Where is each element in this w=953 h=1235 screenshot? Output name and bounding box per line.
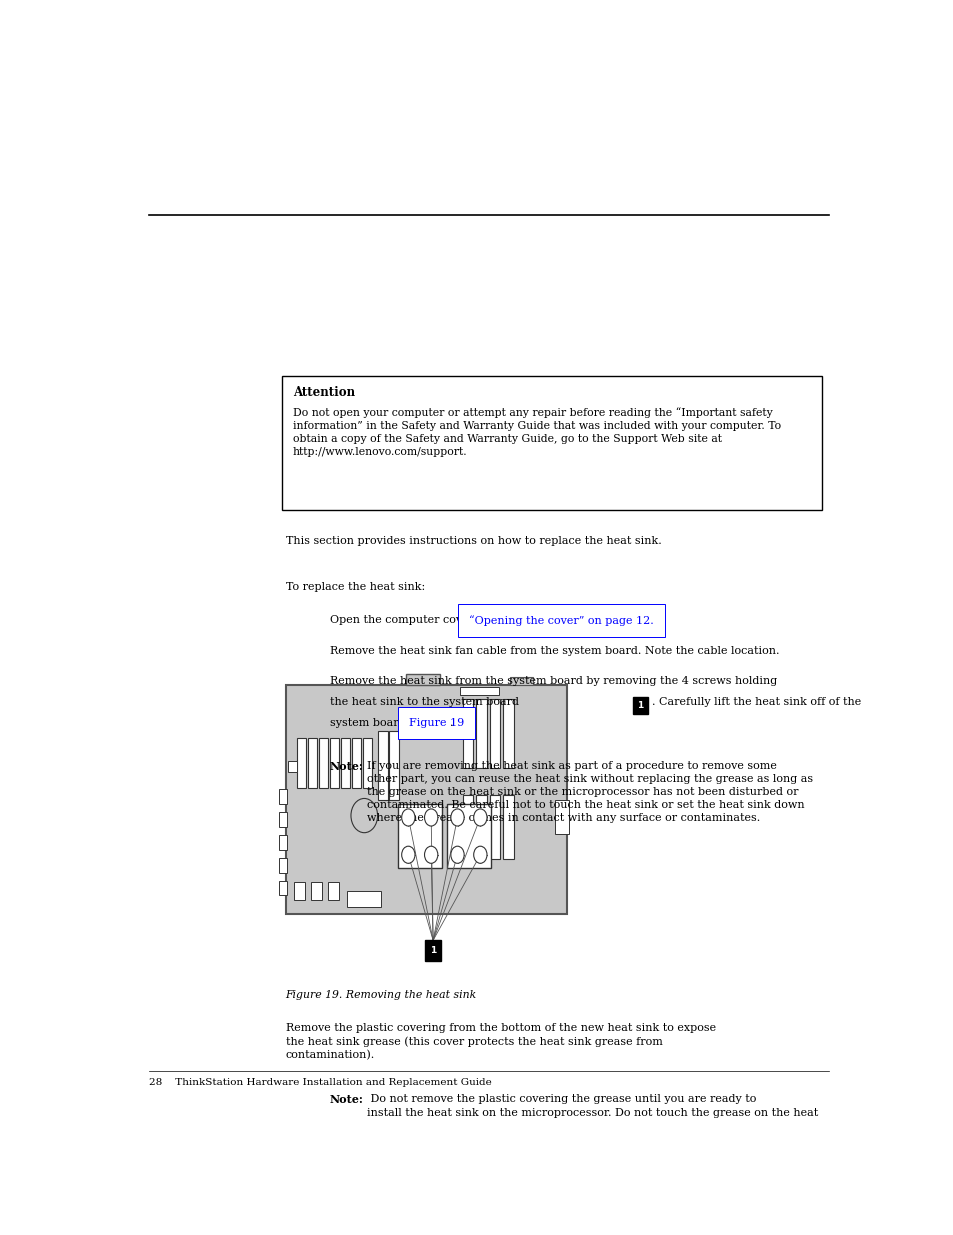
Circle shape xyxy=(474,846,486,863)
Bar xyxy=(288,761,296,772)
Text: 28    ThinkStation Hardware Installation and Replacement Guide: 28 ThinkStation Hardware Installation an… xyxy=(149,1078,491,1087)
Bar xyxy=(278,858,287,873)
Text: Figure 19. Removing the heat sink: Figure 19. Removing the heat sink xyxy=(285,989,476,1000)
Bar xyxy=(318,739,328,788)
Text: 1: 1 xyxy=(430,946,436,956)
Circle shape xyxy=(451,809,464,826)
Text: Open the computer cover. See: Open the computer cover. See xyxy=(330,615,503,625)
Bar xyxy=(397,804,441,868)
Bar xyxy=(278,881,287,895)
Bar xyxy=(285,685,566,914)
Text: the heat sink to the system board: the heat sink to the system board xyxy=(330,697,518,706)
Text: Note:: Note: xyxy=(330,1094,363,1105)
Circle shape xyxy=(351,799,377,832)
Text: . Carefully lift the heat sink off of the: . Carefully lift the heat sink off of th… xyxy=(651,697,860,706)
Text: “Opening the cover” on page 12.: “Opening the cover” on page 12. xyxy=(469,615,653,626)
Circle shape xyxy=(401,809,415,826)
Circle shape xyxy=(401,846,415,863)
Bar xyxy=(330,739,338,788)
Bar xyxy=(311,882,322,900)
Bar xyxy=(362,739,372,788)
Bar xyxy=(510,677,533,685)
Text: If you are removing the heat sink as part of a procedure to remove some
other pa: If you are removing the heat sink as par… xyxy=(367,761,812,824)
Text: system board. See: system board. See xyxy=(330,718,436,727)
Bar xyxy=(555,799,569,834)
Text: Remove the heat sink from the system board by removing the 4 screws holding: Remove the heat sink from the system boa… xyxy=(330,676,777,685)
Bar xyxy=(278,835,287,850)
Bar xyxy=(447,804,490,868)
Bar xyxy=(424,940,441,961)
Text: To replace the heat sink:: To replace the heat sink: xyxy=(285,582,424,592)
Bar xyxy=(296,739,306,788)
Bar xyxy=(462,699,473,768)
Bar xyxy=(377,731,388,799)
Bar xyxy=(278,789,287,804)
Bar xyxy=(352,739,360,788)
Text: Remove the heat sink fan cable from the system board. Note the cable location.: Remove the heat sink fan cable from the … xyxy=(330,646,779,656)
Circle shape xyxy=(424,809,437,826)
Bar xyxy=(459,687,498,694)
Text: Do not remove the plastic covering the grease until you are ready to
install the: Do not remove the plastic covering the g… xyxy=(367,1094,818,1118)
Bar xyxy=(502,795,514,858)
Bar xyxy=(278,813,287,827)
Text: Note:: Note: xyxy=(330,761,363,772)
Text: Do not open your computer or attempt any repair before reading the “Important sa: Do not open your computer or attempt any… xyxy=(293,406,781,457)
Text: Figure 19: Figure 19 xyxy=(409,718,464,727)
Bar xyxy=(388,731,398,799)
Bar xyxy=(502,699,514,768)
Bar xyxy=(633,697,647,714)
Bar xyxy=(328,882,338,900)
Bar xyxy=(294,882,305,900)
Bar xyxy=(406,674,439,685)
Bar xyxy=(340,739,350,788)
Bar xyxy=(347,890,381,906)
Bar xyxy=(282,377,821,510)
Bar xyxy=(489,795,499,858)
Circle shape xyxy=(424,846,437,863)
Circle shape xyxy=(451,846,464,863)
Bar xyxy=(462,795,473,858)
Text: Attention: Attention xyxy=(293,385,355,399)
Text: Remove the plastic covering from the bottom of the new heat sink to expose
the h: Remove the plastic covering from the bot… xyxy=(285,1023,715,1061)
Circle shape xyxy=(474,809,486,826)
Bar xyxy=(489,699,499,768)
Bar xyxy=(476,795,486,858)
Bar xyxy=(308,739,316,788)
Text: 1: 1 xyxy=(637,701,643,710)
Text: .: . xyxy=(449,718,453,727)
Bar xyxy=(476,699,486,768)
Text: This section provides instructions on how to replace the heat sink.: This section provides instructions on ho… xyxy=(285,536,660,546)
